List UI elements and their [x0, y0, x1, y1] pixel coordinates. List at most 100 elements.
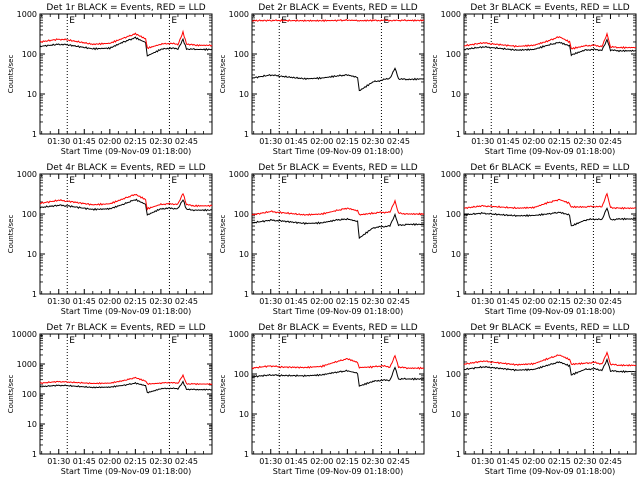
plot-frame	[251, 333, 425, 455]
events-series-line	[39, 380, 213, 394]
y-tick-label: 1	[32, 130, 37, 139]
y-axis-label: Counts/sec	[7, 55, 15, 94]
chart-panel: Det 1r BLACK = Events, RED = LLD 1 10 100 10…	[7, 3, 213, 156]
x-tick-label: 02:15	[124, 137, 147, 146]
x-tick-label: 02:00	[310, 297, 333, 306]
event-marker: E	[595, 16, 601, 26]
y-tick-label: 100	[234, 50, 249, 59]
x-tick-label: 02:30	[573, 457, 596, 466]
y-tick-label: 100	[446, 50, 461, 59]
event-marker: E	[383, 336, 389, 346]
chart-panel: Det 8r BLACK = Events, RED = LLD 1 10 100 10…	[219, 323, 425, 476]
x-tick-label: 02:30	[573, 137, 596, 146]
x-tick-label: 02:15	[336, 297, 359, 306]
x-tick-label: 02:45	[175, 297, 198, 306]
y-tick-label: 1000	[441, 10, 461, 19]
plot-frame	[251, 13, 425, 135]
chart-title: Det 4r BLACK = Events, RED = LLD	[46, 163, 205, 173]
y-tick-label: 10	[239, 90, 249, 99]
x-tick-label: 02:15	[548, 137, 571, 146]
events-series-line	[463, 38, 637, 57]
y-axis-label: Counts/sec	[431, 55, 439, 94]
event-marker: E	[171, 176, 177, 186]
y-tick-label: 1000	[441, 170, 461, 179]
lld-series-line	[251, 354, 425, 370]
y-tick-label: 1	[244, 130, 249, 139]
x-tick-label: 01:45	[497, 297, 520, 306]
chart-title: Det 2r BLACK = Events, RED = LLD	[258, 3, 417, 13]
y-tick-label: 100	[446, 210, 461, 219]
x-tick-label: 02:30	[149, 457, 172, 466]
x-tick-label: 02:00	[98, 297, 121, 306]
event-marker: E	[383, 176, 389, 186]
x-tick-label: 02:15	[336, 457, 359, 466]
x-tick-label: 01:30	[47, 457, 70, 466]
y-axis-label: Counts/sec	[219, 215, 227, 254]
x-tick-label: 02:00	[98, 457, 121, 466]
x-tick-label: 01:30	[47, 297, 70, 306]
y-tick-label: 10	[239, 250, 249, 259]
x-tick-label: 02:15	[548, 457, 571, 466]
y-tick-label: 1000	[17, 10, 37, 19]
x-axis-label: Start Time (09-Nov-09 01:18:00)	[273, 467, 403, 476]
chart-title: Det 1r BLACK = Events, RED = LLD	[46, 3, 205, 13]
x-tick-label: 02:00	[522, 457, 545, 466]
x-tick-label: 01:30	[471, 457, 494, 466]
y-tick-label: 100	[22, 390, 37, 399]
x-axis-label: Start Time (09-Nov-09 01:18:00)	[273, 147, 403, 156]
x-tick-label: 02:45	[387, 137, 410, 146]
y-tick-label: 1000	[229, 170, 249, 179]
event-marker: E	[493, 336, 499, 346]
y-tick-label: 1000	[229, 10, 249, 19]
x-axis-label: Start Time (09-Nov-09 01:18:00)	[485, 147, 615, 156]
y-tick-label: 1	[456, 290, 461, 299]
y-axis-label: Counts/sec	[7, 215, 15, 254]
plot-frame	[39, 13, 213, 135]
event-marker: E	[69, 176, 75, 186]
y-tick-label: 1	[32, 290, 37, 299]
y-tick-label: 1000	[17, 360, 37, 369]
x-tick-label: 01:30	[259, 457, 282, 466]
chart-title: Det 7r BLACK = Events, RED = LLD	[46, 323, 205, 333]
chart-panel: Det 2r BLACK = Events, RED = LLD 1 10 100 10…	[219, 3, 425, 156]
y-tick-label: 1	[456, 130, 461, 139]
lld-series-line	[39, 29, 213, 50]
x-tick-label: 02:45	[175, 457, 198, 466]
chart-panel: Det 4r BLACK = Events, RED = LLD 1 10 100 10…	[7, 163, 213, 316]
x-tick-label: 02:45	[175, 137, 198, 146]
y-tick-label: 1	[32, 450, 37, 459]
lld-series-line	[463, 350, 637, 367]
x-tick-label: 01:45	[285, 137, 308, 146]
x-axis-label: Start Time (09-Nov-09 01:18:00)	[485, 467, 615, 476]
x-tick-label: 02:00	[522, 297, 545, 306]
y-tick-label: 10	[27, 90, 37, 99]
chart-title: Det 9r BLACK = Events, RED = LLD	[470, 323, 629, 333]
x-tick-label: 01:30	[471, 137, 494, 146]
y-axis-label: Counts/sec	[431, 375, 439, 414]
event-marker: E	[281, 176, 287, 186]
chart-panel: Det 9r BLACK = Events, RED = LLD 1 10 100 10…	[431, 323, 637, 476]
y-tick-label: 1000	[17, 170, 37, 179]
y-tick-label: 100	[234, 210, 249, 219]
x-tick-label: 02:30	[361, 137, 384, 146]
x-tick-label: 02:15	[124, 457, 147, 466]
event-marker: E	[281, 336, 287, 346]
y-tick-label: 1	[456, 450, 461, 459]
x-tick-label: 01:30	[259, 137, 282, 146]
x-tick-label: 01:30	[259, 297, 282, 306]
plot-frame	[39, 173, 213, 295]
y-axis-label: Counts/sec	[219, 375, 227, 414]
events-series-line	[463, 357, 637, 376]
y-tick-label: 10	[451, 90, 461, 99]
y-axis-label: Counts/sec	[431, 215, 439, 254]
x-tick-label: 01:45	[285, 457, 308, 466]
chart-title: Det 3r BLACK = Events, RED = LLD	[470, 3, 629, 13]
event-marker: E	[171, 336, 177, 346]
x-tick-label: 01:45	[497, 457, 520, 466]
lld-series-line	[463, 192, 637, 210]
y-tick-label: 100	[22, 210, 37, 219]
plot-frame	[463, 173, 637, 295]
x-tick-label: 01:45	[285, 297, 308, 306]
chart-panel: Det 5r BLACK = Events, RED = LLD 1 10 100 10…	[219, 163, 425, 316]
